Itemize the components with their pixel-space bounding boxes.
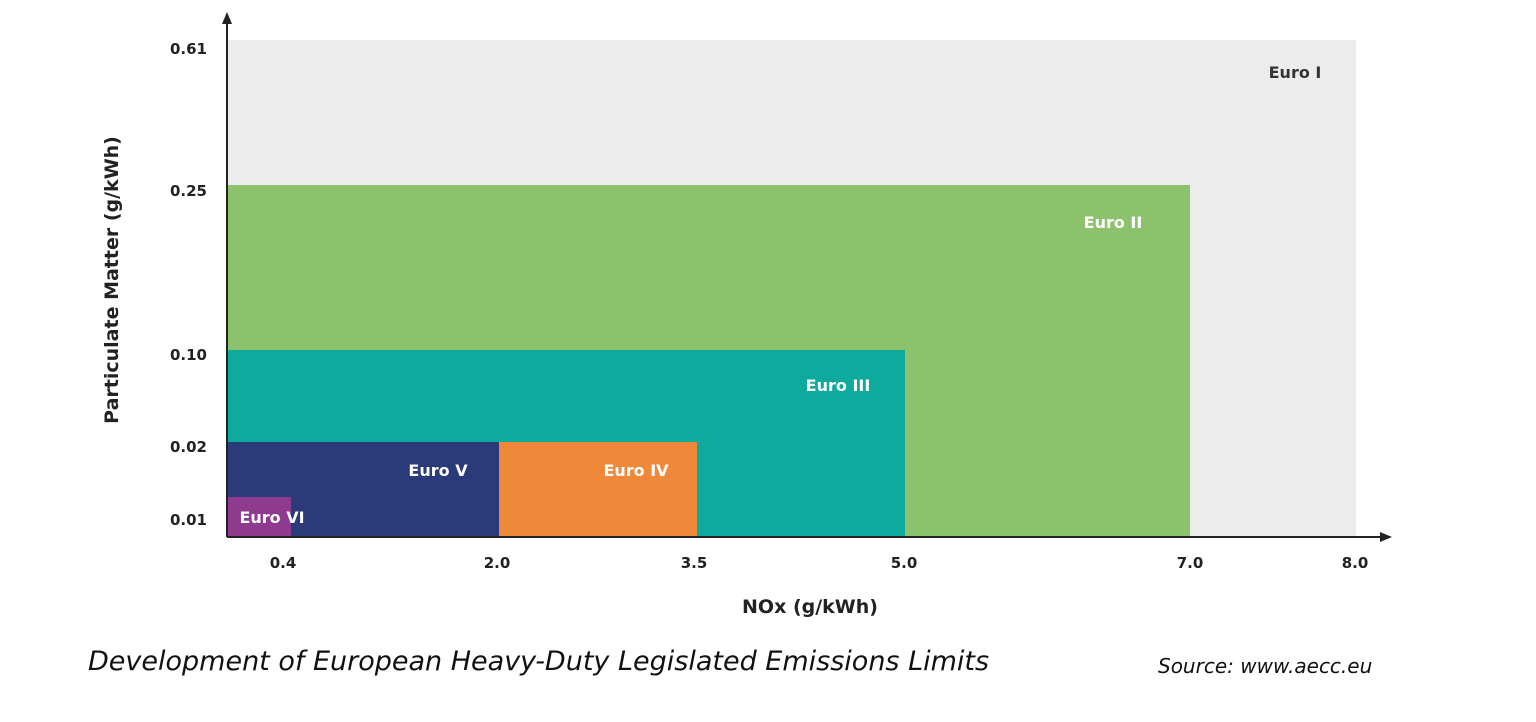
x-tick-label: 8.0 — [1342, 554, 1369, 572]
region-euro-vi — [227, 497, 291, 537]
y-axis-arrow-icon — [222, 12, 232, 24]
region-label: Euro I — [1269, 63, 1322, 82]
source-note: Source: www.aecc.eu — [1158, 654, 1373, 678]
region-label: Euro V — [408, 461, 468, 480]
region-label: Euro IV — [603, 461, 669, 480]
region-label: Euro VI — [239, 508, 304, 527]
region-label: Euro II — [1084, 213, 1143, 232]
y-tick-label: 0.02 — [170, 438, 207, 456]
chart-caption: Development of European Heavy-Duty Legis… — [88, 646, 990, 677]
y-tick-label: 0.01 — [170, 511, 207, 529]
x-tick-label: 0.4 — [270, 554, 297, 572]
y-tick-label: 0.61 — [170, 40, 207, 58]
y-tick-label: 0.25 — [170, 182, 207, 200]
y-tick-label: 0.10 — [170, 346, 207, 364]
region-euro-iv — [499, 442, 697, 537]
y-axis-label: Particulate Matter (g/kWh) — [101, 136, 123, 424]
region-label: Euro III — [806, 376, 871, 395]
x-tick-label: 2.0 — [484, 554, 511, 572]
x-axis-label: NOx (g/kWh) — [742, 596, 878, 618]
x-axis-arrow-icon — [1380, 532, 1392, 542]
x-tick-label: 7.0 — [1177, 554, 1204, 572]
x-tick-label: 3.5 — [681, 554, 708, 572]
x-tick-label: 5.0 — [891, 554, 918, 572]
